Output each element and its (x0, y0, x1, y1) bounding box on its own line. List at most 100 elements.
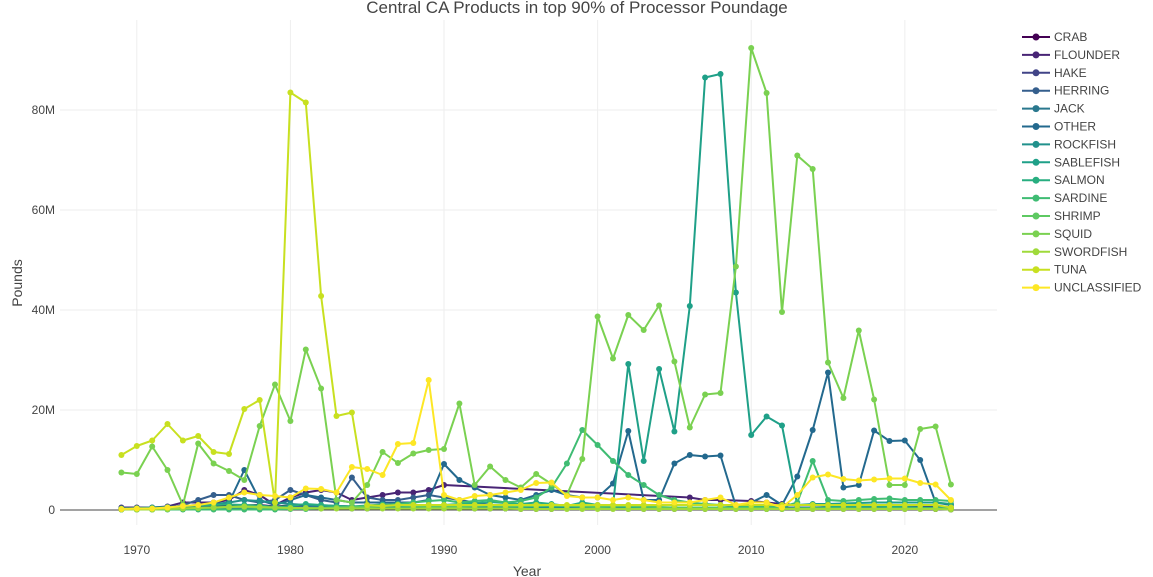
data-point (855, 327, 862, 334)
data-point (702, 74, 709, 81)
data-point (241, 406, 248, 412)
data-point (594, 502, 601, 508)
x-tick-label: 2000 (584, 543, 611, 557)
legend-marker (1032, 87, 1040, 95)
x-tick-label: 1980 (277, 543, 304, 557)
data-point (471, 493, 478, 499)
y-tick-label: 60M (32, 203, 55, 217)
data-point (179, 503, 186, 509)
data-point (287, 487, 294, 493)
data-point (502, 494, 509, 501)
data-point (610, 502, 616, 508)
data-point (318, 293, 325, 299)
x-tick-label: 1970 (123, 543, 150, 557)
data-point (164, 467, 171, 473)
data-point (610, 355, 616, 362)
data-point (625, 361, 632, 367)
data-point (118, 469, 125, 476)
data-point (594, 313, 601, 320)
legend-item-squid[interactable]: SQUID (1022, 227, 1092, 241)
data-point (456, 400, 463, 407)
legend-item-jack[interactable]: JACK (1022, 102, 1085, 116)
data-point (871, 427, 878, 434)
data-point (748, 45, 755, 51)
data-point (717, 494, 724, 501)
data-point (394, 489, 401, 496)
data-point (840, 395, 847, 401)
legend-label: SQUID (1054, 227, 1092, 241)
data-point (686, 494, 693, 501)
data-point (256, 397, 263, 403)
data-point (318, 494, 325, 501)
data-point (671, 499, 678, 506)
legend-item-crab[interactable]: CRAB (1022, 30, 1087, 44)
x-tick-label: 1990 (431, 543, 458, 557)
data-point (932, 423, 939, 430)
data-point (318, 385, 325, 392)
series-line (121, 73, 951, 510)
data-point (779, 309, 785, 315)
y-tick-label: 0 (48, 503, 55, 517)
legend-item-rockfish[interactable]: ROCKFISH (1022, 137, 1116, 151)
data-point (272, 499, 278, 506)
data-point (610, 497, 616, 503)
legend-label: TUNA (1054, 263, 1087, 277)
legend-item-unclassified[interactable]: UNCLASSIFIED (1022, 281, 1142, 295)
data-point (333, 505, 340, 512)
legend-label: OTHER (1054, 120, 1096, 134)
data-point (318, 486, 325, 492)
y-axis-ticks: 0 20M 40M 60M 80M (32, 103, 56, 517)
data-point (118, 452, 125, 458)
data-point (932, 497, 939, 503)
data-point (118, 506, 125, 512)
legend-label: SHRIMP (1054, 209, 1101, 223)
data-point (226, 451, 232, 457)
data-point (210, 460, 217, 467)
data-point (302, 492, 309, 498)
legend-item-hake[interactable]: HAKE (1022, 66, 1087, 80)
data-point (333, 413, 340, 419)
data-point (825, 369, 831, 376)
data-point (149, 505, 156, 512)
chart-title: Central CA Products in top 90% of Proces… (366, 0, 787, 17)
legend-marker (1032, 266, 1040, 274)
legend-item-sardine[interactable]: SARDINE (1022, 191, 1107, 205)
data-point (241, 503, 248, 510)
data-point (133, 505, 140, 512)
legend-item-sablefish[interactable]: SABLEFISH (1022, 155, 1120, 169)
data-point (686, 424, 693, 431)
legend-label: SWORDFISH (1054, 245, 1127, 259)
x-axis-title: Year (513, 563, 542, 577)
data-point (348, 464, 355, 470)
data-point (441, 492, 447, 498)
data-point (441, 497, 447, 503)
series-line (120, 91, 952, 509)
data-point (502, 489, 509, 496)
data-point (886, 495, 893, 502)
data-point (871, 476, 878, 483)
data-point (840, 502, 847, 508)
legend-item-flounder[interactable]: FLOUNDER (1022, 48, 1120, 62)
data-point (302, 505, 309, 511)
data-point (656, 302, 663, 309)
data-point (594, 494, 601, 501)
legend-item-shrimp[interactable]: SHRIMP (1022, 209, 1101, 223)
data-point (195, 440, 202, 447)
legend[interactable]: CRAB FLOUNDER HAKE HERRING JACK OTHER ROCKFISH… (1022, 30, 1142, 295)
data-point (732, 502, 739, 508)
legend-item-herring[interactable]: HERRING (1022, 84, 1109, 98)
data-point (594, 442, 601, 448)
data-point (441, 502, 447, 508)
data-point (763, 413, 770, 420)
data-point (441, 461, 447, 467)
legend-item-tuna[interactable]: TUNA (1022, 263, 1087, 277)
data-point (318, 505, 325, 512)
legend-item-salmon[interactable]: SALMON (1022, 173, 1105, 187)
data-point (871, 502, 878, 508)
data-point (256, 423, 263, 429)
series-layer (118, 45, 954, 513)
legend-item-other[interactable]: OTHER (1022, 120, 1096, 134)
legend-item-swordfish[interactable]: SWORDFISH (1022, 245, 1127, 259)
data-point (625, 472, 632, 478)
data-point (287, 494, 294, 501)
